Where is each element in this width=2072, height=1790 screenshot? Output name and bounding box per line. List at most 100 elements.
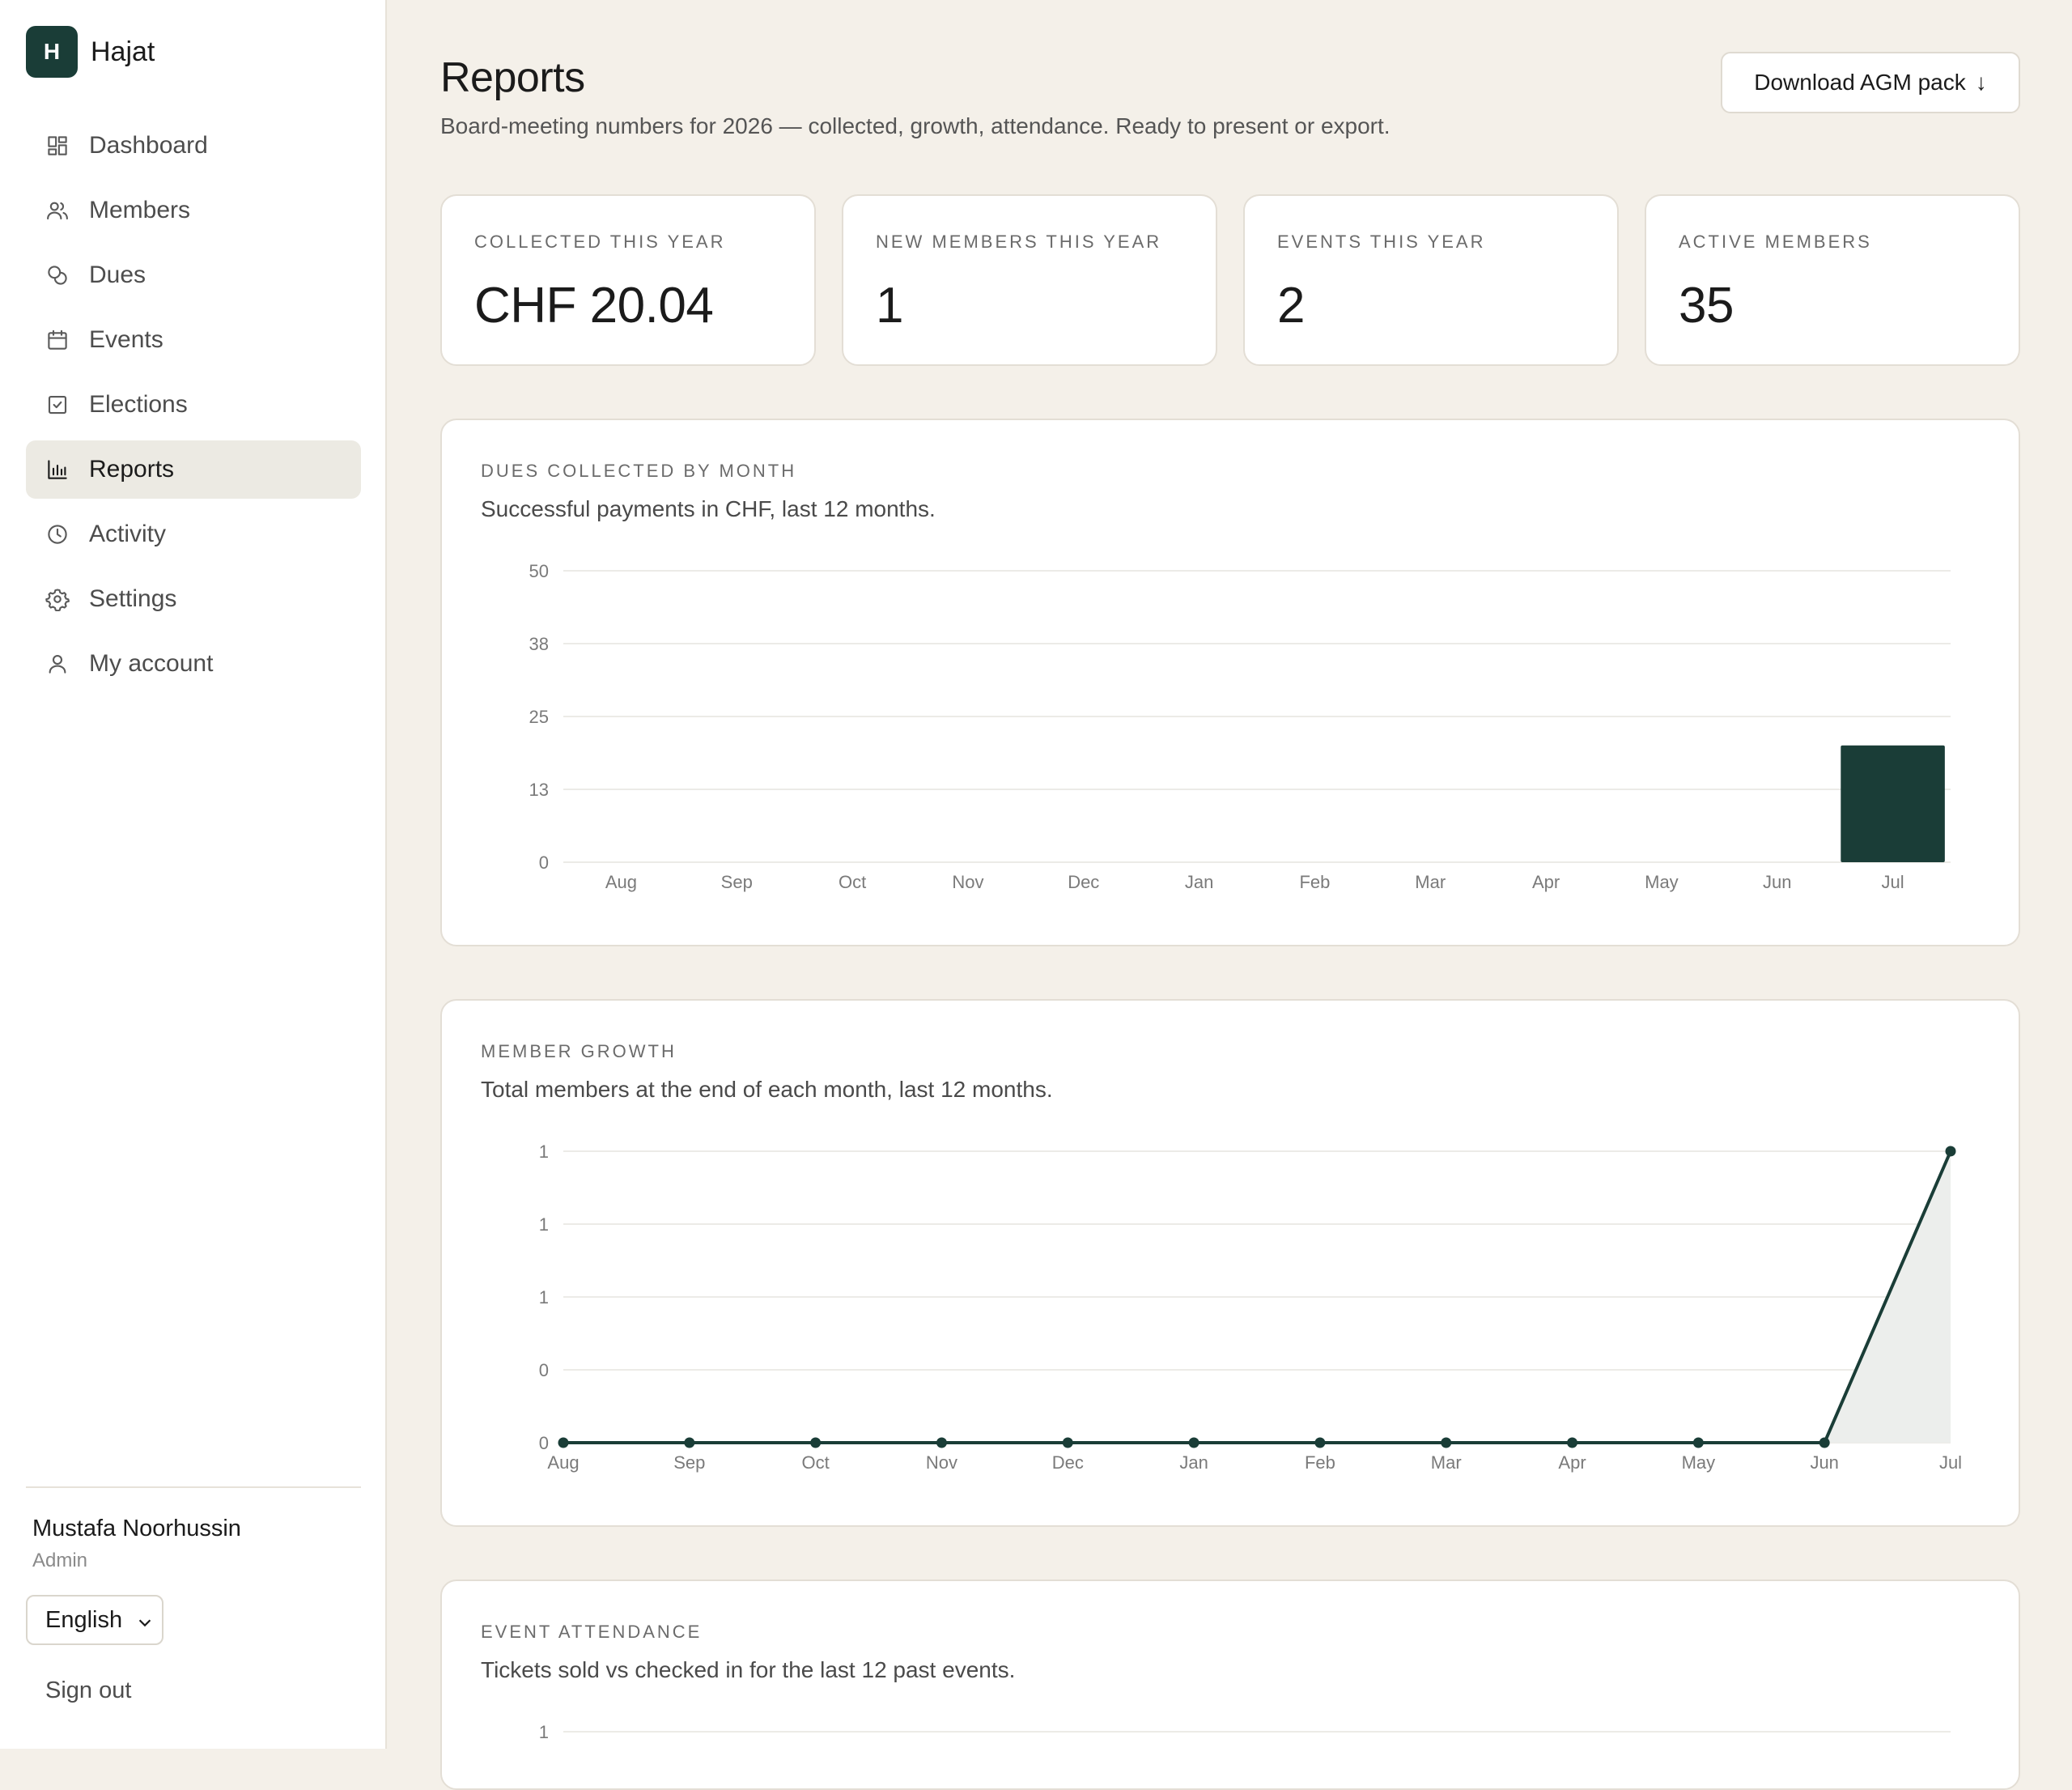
x-tick-label: Nov — [952, 872, 983, 892]
y-tick-label: 0 — [539, 852, 549, 873]
x-tick-label: Aug — [605, 872, 637, 892]
stat-label: ACTIVE MEMBERS — [1679, 232, 1872, 252]
y-tick-label: 1 — [539, 1214, 549, 1235]
download-button-label: Download AGM pack — [1754, 70, 1966, 95]
user-role: Admin — [32, 1550, 88, 1571]
x-tick-label: Mar — [1415, 872, 1446, 892]
x-tick-label: Aug — [547, 1452, 579, 1473]
stat-value: 35 — [1679, 278, 1734, 334]
sidebar-item-label: Dues — [89, 261, 146, 288]
growth-line — [563, 1150, 1952, 1444]
user-icon — [45, 652, 70, 676]
stat-value: 2 — [1277, 278, 1305, 334]
y-tick-label: 38 — [529, 634, 549, 654]
brand[interactable]: H Hajat — [26, 26, 155, 78]
stat-label: COLLECTED THIS YEAR — [474, 232, 726, 252]
panel-label: DUES COLLECTED BY MONTH — [481, 461, 797, 481]
sidebar-item-my-account[interactable]: My account — [26, 635, 361, 693]
x-tick-label: Sep — [673, 1452, 705, 1473]
sidebar-item-label: Events — [89, 326, 163, 353]
sidebar-nav: Dashboard Members Dues Events Elections — [26, 117, 361, 699]
sidebar-item-elections[interactable]: Elections — [26, 376, 361, 434]
x-tick-label: Feb — [1305, 1452, 1335, 1473]
sidebar-item-label: Activity — [89, 521, 167, 547]
language-value: English — [45, 1606, 123, 1633]
sidebar: H Hajat Dashboard Members Dues Events — [0, 0, 387, 1749]
sign-out-link[interactable]: Sign out — [45, 1677, 132, 1703]
clock-icon — [45, 522, 70, 546]
chevron-down-icon — [136, 1611, 154, 1629]
sidebar-item-events[interactable]: Events — [26, 311, 361, 369]
sidebar-item-label: Dashboard — [89, 132, 208, 159]
checkbox-icon — [45, 393, 70, 417]
panel-subtitle: Successful payments in CHF, last 12 mont… — [481, 496, 936, 521]
data-point — [1188, 1437, 1199, 1448]
bar-chart-icon — [45, 457, 70, 482]
x-tick-label: Jan — [1179, 1452, 1208, 1473]
panel-subtitle: Total members at the end of each month, … — [481, 1077, 1053, 1102]
members-icon — [45, 198, 70, 223]
growth-chart-panel: MEMBER GROWTH Total members at the end o… — [440, 999, 2020, 1527]
sidebar-item-activity[interactable]: Activity — [26, 505, 361, 563]
sidebar-item-dues[interactable]: Dues — [26, 246, 361, 304]
coins-icon — [45, 263, 70, 287]
x-tick-label: May — [1682, 1452, 1716, 1473]
data-point — [684, 1437, 695, 1448]
page-subtitle: Board-meeting numbers for 2026 — collect… — [440, 113, 1391, 138]
sidebar-item-label: Members — [89, 197, 191, 223]
data-point — [810, 1437, 822, 1448]
data-point — [1441, 1437, 1452, 1448]
dues-bar-chart: 50 38 25 13 0 Aug Sep Oct Nov Dec Jan Feb Mar Apr May J… — [529, 561, 1951, 892]
data-point — [558, 1437, 569, 1448]
bar — [1841, 745, 1945, 862]
x-tick-label: Nov — [926, 1452, 957, 1473]
download-arrow-icon: ↓ — [1975, 70, 1987, 95]
stat-card-active-members: ACTIVE MEMBERS 35 — [1645, 194, 2020, 366]
x-tick-label: Dec — [1052, 1452, 1084, 1473]
sidebar-item-settings[interactable]: Settings — [26, 570, 361, 628]
y-tick-label: 13 — [529, 780, 549, 800]
x-tick-label: May — [1645, 872, 1679, 892]
y-tick-label: 0 — [539, 1433, 549, 1453]
data-point — [1567, 1437, 1578, 1448]
data-point — [1062, 1437, 1073, 1448]
data-point — [1692, 1437, 1704, 1448]
stat-card-events: EVENTS THIS YEAR 2 — [1243, 194, 1619, 366]
gear-icon — [45, 587, 70, 611]
download-agm-pack-button[interactable]: Download AGM pack ↓ — [1721, 52, 2020, 113]
sidebar-divider — [26, 1486, 361, 1488]
panel-label: MEMBER GROWTH — [481, 1041, 677, 1061]
x-tick-label: Dec — [1068, 872, 1099, 892]
y-tick-label: 1 — [539, 1142, 549, 1162]
sidebar-item-label: Elections — [89, 391, 188, 418]
x-tick-label: Jul — [1882, 872, 1904, 892]
data-point — [1819, 1437, 1830, 1448]
attendance-chart-panel: EVENT ATTENDANCE Tickets sold vs checked… — [440, 1580, 2020, 1790]
page-title: Reports — [440, 54, 585, 101]
x-tick-label: Jul — [1939, 1452, 1962, 1473]
y-tick-label: 25 — [529, 707, 549, 727]
brand-name: Hajat — [91, 36, 155, 67]
brand-logo: H — [26, 26, 78, 78]
sidebar-item-dashboard[interactable]: Dashboard — [26, 117, 361, 175]
sidebar-item-label: Reports — [89, 456, 175, 483]
x-tick-label: Jun — [1763, 872, 1791, 892]
x-tick-label: Jun — [1810, 1452, 1838, 1473]
sidebar-item-members[interactable]: Members — [26, 181, 361, 240]
y-tick-label: 50 — [529, 561, 549, 581]
language-select[interactable]: English — [26, 1595, 163, 1645]
calendar-icon — [45, 328, 70, 352]
x-tick-label: Apr — [1558, 1452, 1586, 1473]
x-tick-label: Jan — [1185, 872, 1213, 892]
x-tick-label: Oct — [802, 1452, 830, 1473]
stat-card-collected: COLLECTED THIS YEAR CHF 20.04 — [440, 194, 816, 366]
y-tick-label: 1 — [539, 1722, 549, 1742]
x-tick-label: Sep — [721, 872, 753, 892]
x-tick-label: Mar — [1431, 1452, 1462, 1473]
y-tick-label: 0 — [539, 1360, 549, 1380]
sidebar-item-reports[interactable]: Reports — [26, 440, 361, 499]
stat-value: CHF 20.04 — [474, 278, 714, 334]
data-point — [936, 1437, 947, 1448]
stat-label: NEW MEMBERS THIS YEAR — [876, 232, 1162, 252]
